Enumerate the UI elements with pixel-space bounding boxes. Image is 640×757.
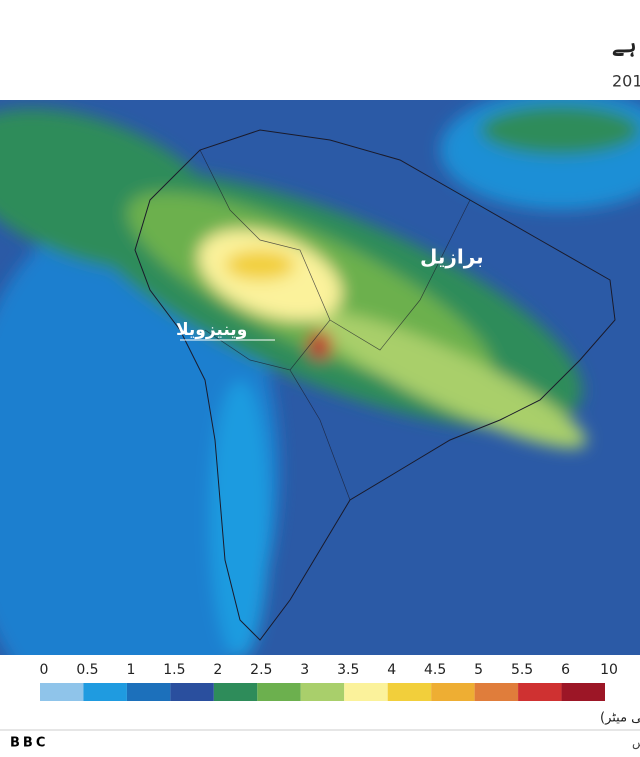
- legend-swatch: [257, 683, 301, 701]
- legend-swatch: [213, 683, 258, 701]
- legend-tick-label: 2.5: [250, 662, 272, 678]
- legend-swatch: [561, 683, 605, 701]
- legend-tick-label: 6: [561, 662, 570, 678]
- logo: BBC: [10, 736, 48, 751]
- legend-tick-label: 4.5: [424, 662, 446, 678]
- legend-tick-label: 3.5: [337, 662, 359, 678]
- legend-swatch: [474, 683, 519, 701]
- credit: بشکریہ: کوپرنیکس کی ماحولیاتی جائزہ سروس: [632, 736, 640, 751]
- legend-swatch: [431, 683, 475, 701]
- legend-swatch: [344, 683, 388, 701]
- country-label: وینیزویلا: [176, 320, 247, 340]
- legend-swatch: [518, 683, 562, 701]
- legend-swatch: [126, 683, 171, 701]
- legend-tick-label: 2: [213, 662, 222, 678]
- legend-tick-label: 5: [474, 662, 483, 678]
- title: کاربن مونو آکسائیڈ کا اخراج خطے بھر میں …: [612, 32, 640, 58]
- legend-tick-label: 0.5: [76, 662, 98, 678]
- legend-label: کاربن مونو آکسائیڈ کی مجموعی مقدار (10^1…: [600, 709, 640, 726]
- legend-tick-label: 1: [126, 662, 135, 678]
- legend-swatch: [40, 683, 84, 701]
- legend-tick-label: 3: [300, 662, 309, 678]
- subtitle: جنوبی امریکہ، 21 اگست 2019: [612, 72, 640, 92]
- legend-swatch: [300, 683, 345, 701]
- legend-swatch: [170, 683, 214, 701]
- legend-tick-label: 1.5: [163, 662, 185, 678]
- legend-swatch: [83, 683, 127, 701]
- map: برازیل وینیزویلا: [0, 100, 640, 655]
- legend-tick-label: 10: [600, 662, 618, 678]
- legend: 0 0.5 1 1.5 2 2.5 3 3.5 4 4.5 5 5.5 6 10: [40, 662, 618, 701]
- legend-swatch: [387, 683, 432, 701]
- legend-tick-label: 0: [40, 662, 49, 678]
- legend-tick-label: 5.5: [511, 662, 533, 678]
- logo-bg: [8, 735, 60, 750]
- legend-tick-label: 4: [387, 662, 396, 678]
- country-label: برازیل: [420, 245, 484, 269]
